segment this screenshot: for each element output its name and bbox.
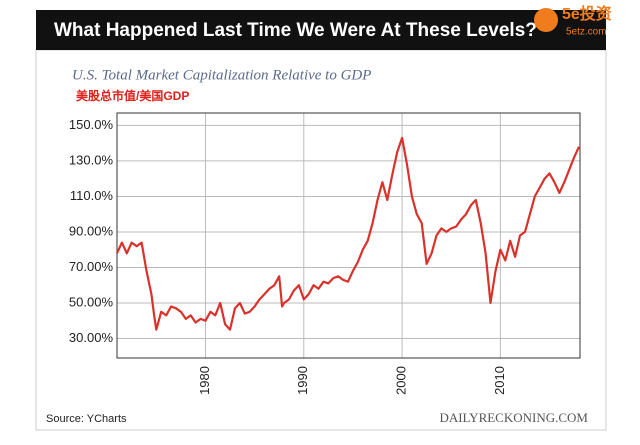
watermark-site: 5etz.com <box>566 27 607 38</box>
x-tick-label: 1980 <box>197 366 212 395</box>
data-line <box>115 136 581 331</box>
chart-frame <box>35 49 607 431</box>
y-tick-label: 150.0% <box>69 117 114 132</box>
y-tick-label: 30.00% <box>69 330 114 345</box>
annotation: 美股总市值/美国GDP <box>76 88 189 103</box>
y-tick-label: 130.0% <box>69 152 114 167</box>
x-tick-label: 2010 <box>492 366 507 395</box>
plot-border <box>116 112 581 359</box>
watermark-logo <box>534 8 558 32</box>
credit: DAILYRECKONING.COM <box>439 410 588 425</box>
y-tick-label: 110.0% <box>70 188 114 203</box>
x-tick-label: 1990 <box>295 366 310 395</box>
source: Source: YCharts <box>46 413 127 425</box>
watermark-brand: 5e投资 <box>562 4 612 23</box>
x-tick-label: 2000 <box>394 366 409 395</box>
y-tick-label: 90.00% <box>69 223 114 238</box>
header-bar <box>36 10 606 50</box>
header-title: What Happened Last Time We Were At These… <box>54 20 537 41</box>
y-tick-label: 70.00% <box>69 259 114 274</box>
chart-subtitle: U.S. Total Market Capitalization Relativ… <box>72 67 371 83</box>
y-tick-label: 50.00% <box>69 294 114 309</box>
